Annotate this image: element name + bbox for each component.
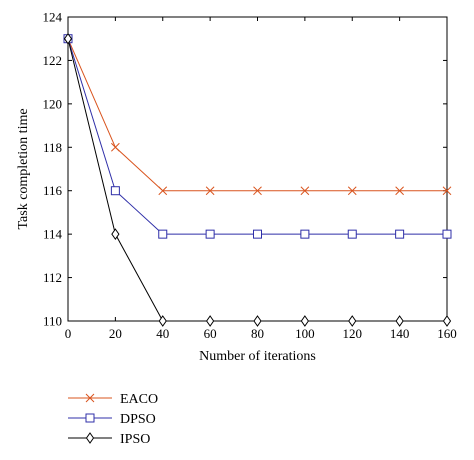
data-point-eaco (205, 186, 215, 196)
plot-area: 0 20 40 60 80 100 120 140 160 110 112 114 116 118 120 1… (43, 10, 457, 342)
y-tick-label: 118 (43, 140, 62, 155)
x-tick-label: 0 (65, 326, 72, 341)
x-tick-label: 80 (251, 326, 264, 341)
data-point-eaco (442, 186, 452, 196)
series-line-eaco (67, 38, 447, 192)
data-point-eaco (158, 186, 168, 196)
data-point-ipso (111, 228, 120, 241)
plot-frame (67, 16, 448, 322)
y-axis-title: Task completion time (16, 108, 31, 229)
x-tick-label: 60 (204, 326, 217, 341)
series-eaco (63, 34, 452, 196)
data-point-dpso (347, 229, 357, 239)
legend-label-eaco: EACO (120, 392, 158, 407)
x-tick-label: 40 (156, 326, 169, 341)
legend-marker-eaco (85, 393, 95, 403)
data-point-eaco (300, 186, 310, 196)
data-point-ipso (63, 32, 73, 45)
data-point-eaco (111, 142, 120, 152)
legend-marker-dpso (85, 413, 95, 423)
y-tick-label: 122 (43, 53, 63, 68)
legend-marker-ipso (85, 432, 95, 444)
data-point-ipso (395, 315, 404, 327)
y-tick-label: 112 (43, 270, 62, 285)
data-point-dpso (110, 186, 120, 196)
legend-item-eaco: EACO (68, 392, 158, 407)
y-tick-label: 110 (43, 314, 62, 329)
legend-label-ipso: IPSO (120, 432, 150, 447)
data-point-dpso (442, 229, 452, 239)
data-point-ipso (348, 315, 357, 327)
data-point-dpso (205, 229, 215, 239)
legend: EACO DPSO IPSO (68, 392, 158, 447)
y-tick-label: 114 (43, 227, 63, 242)
series-line-dpso (67, 38, 447, 235)
x-tick-label: 100 (295, 326, 315, 341)
y-tick-label: 116 (43, 183, 63, 198)
series-dpso (63, 34, 452, 239)
legend-item-dpso: DPSO (68, 412, 156, 427)
data-point-ipso (300, 315, 309, 327)
axis-ticks: 0 20 40 60 80 100 120 140 160 110 112 114 116 118 120 1… (43, 10, 457, 342)
x-axis-title: Number of iterations (199, 349, 316, 364)
data-point-ipso (158, 315, 167, 327)
data-point-ipso (206, 315, 215, 327)
x-tick-label: 140 (390, 326, 410, 341)
legend-label-dpso: DPSO (120, 412, 156, 427)
data-point-eaco (347, 186, 357, 196)
x-tick-label: 120 (343, 326, 363, 341)
data-point-eaco (395, 186, 404, 196)
data-point-eaco (253, 186, 262, 196)
data-point-dpso (253, 229, 262, 239)
series-ipso (63, 32, 452, 327)
series-layer (63, 32, 452, 327)
y-tick-label: 120 (43, 96, 63, 111)
x-tick-label: 20 (109, 326, 122, 341)
data-point-dpso (300, 229, 310, 239)
y-tick-label: 124 (43, 10, 63, 25)
data-point-dpso (395, 229, 405, 239)
data-point-dpso (158, 229, 168, 239)
x-tick-label: 160 (437, 326, 457, 341)
legend-item-ipso: IPSO (68, 432, 150, 447)
data-point-ipso (442, 315, 452, 327)
series-line-ipso (67, 38, 447, 322)
data-point-ipso (253, 315, 262, 327)
